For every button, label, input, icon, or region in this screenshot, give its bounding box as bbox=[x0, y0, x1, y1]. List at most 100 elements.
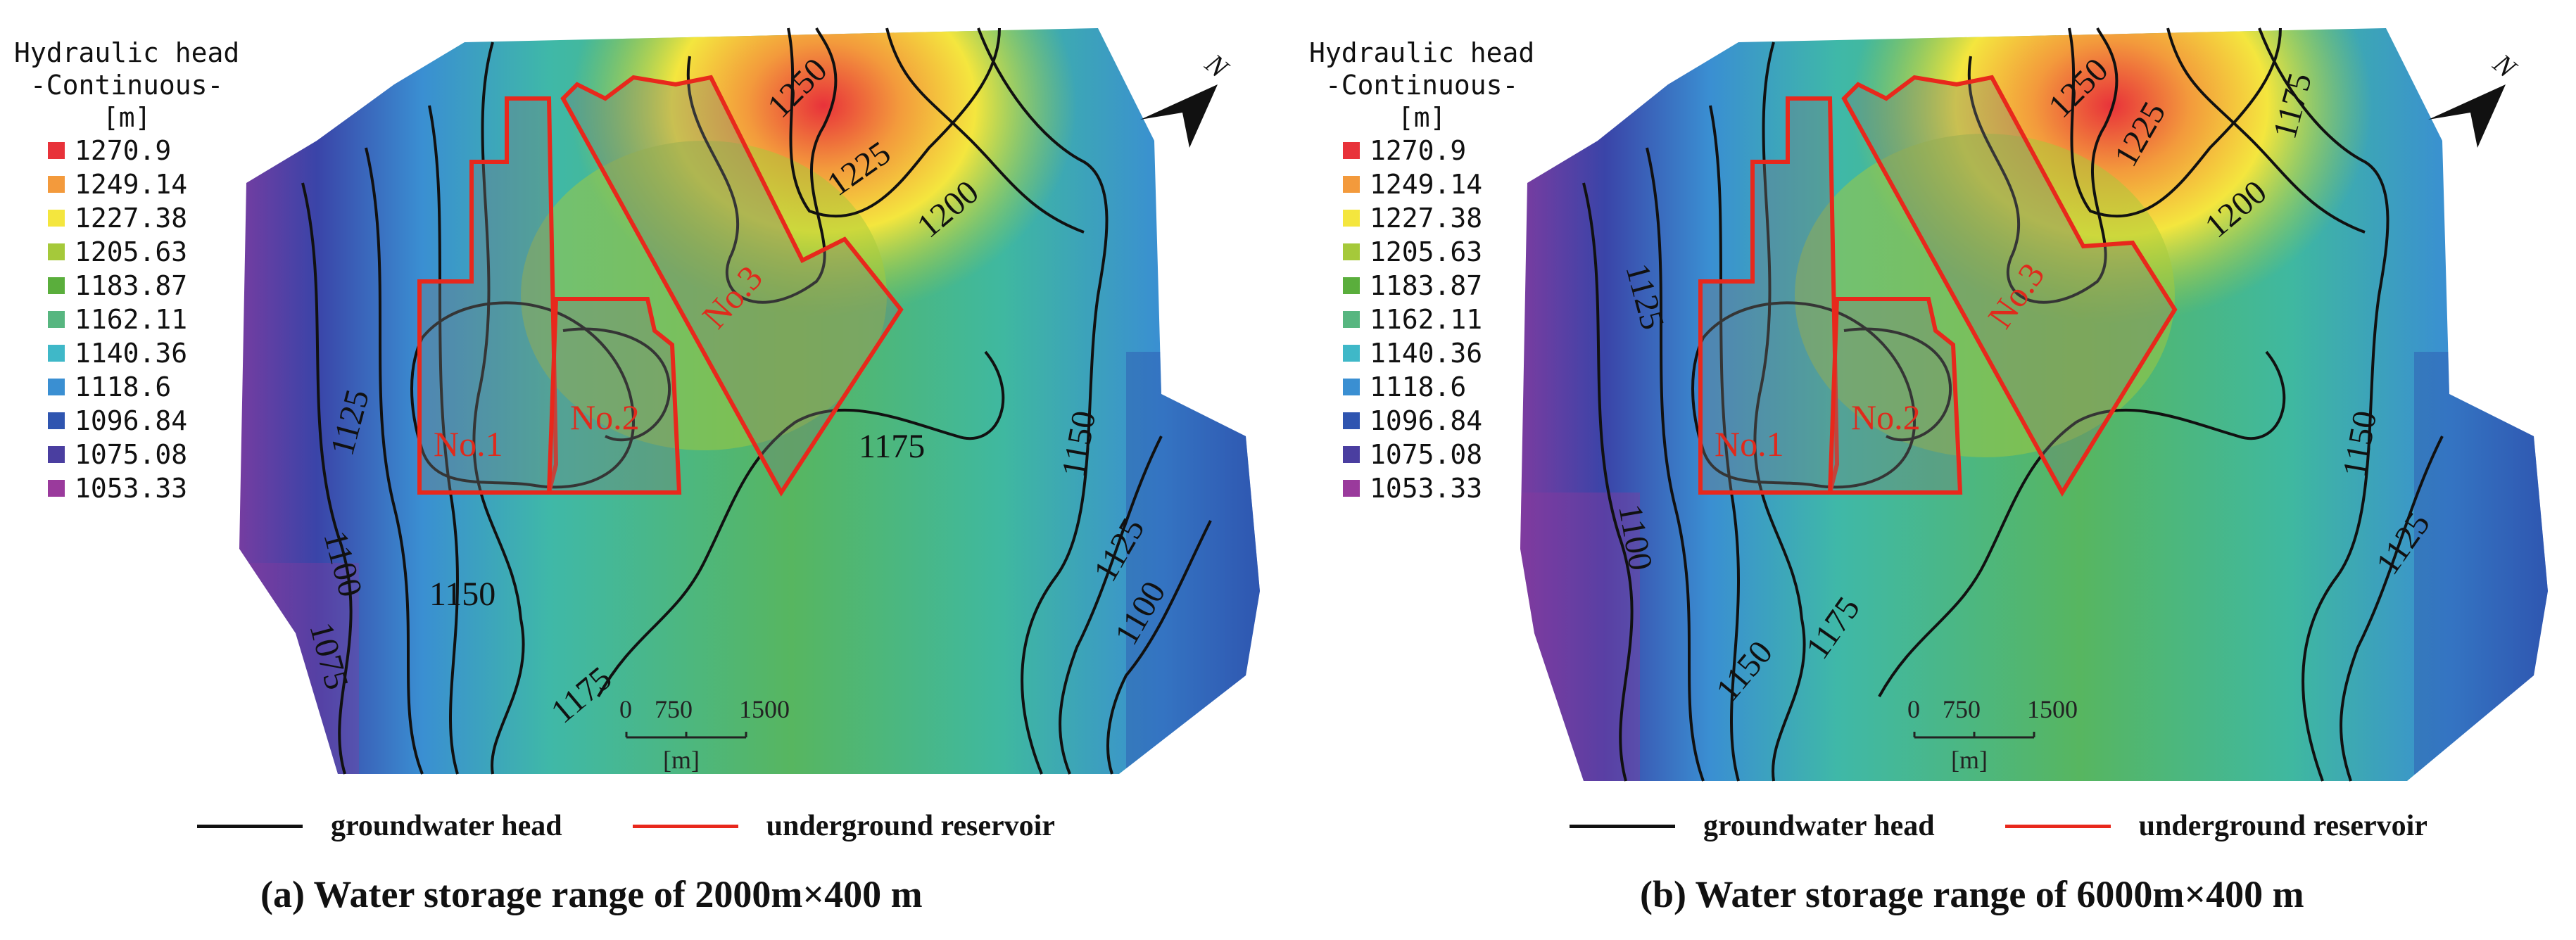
scale-unit: [m] bbox=[663, 746, 700, 774]
panel-a: No.1 No.2 No.3 1250 1225 1200 1175 1150 … bbox=[14, 27, 1260, 915]
legend-swatch bbox=[1343, 446, 1360, 463]
legend-item-label: 1270.9 bbox=[1370, 135, 1467, 166]
panel-b: No.1 No.2 No.3 1250 1225 1175 1200 1125 … bbox=[1288, 0, 2576, 940]
head-legend-label: groundwater head bbox=[331, 810, 562, 842]
legend-item: 1162.11 bbox=[1343, 303, 1534, 336]
legend-item-label: 1118.6 bbox=[75, 371, 172, 402]
legend-item-label: 1075.08 bbox=[75, 439, 188, 470]
north-label: N bbox=[2487, 47, 2523, 85]
legend-swatch bbox=[1343, 210, 1360, 227]
caption-a: (a) Water storage range of 2000m×400 m bbox=[260, 873, 923, 915]
reservoir-label-no1: No.1 bbox=[1715, 424, 1784, 464]
legend-item: 1075.08 bbox=[1343, 438, 1534, 471]
scale-tick-1500: 1500 bbox=[739, 695, 790, 723]
legend: Hydraulic head -Continuous- [m] 1270.9 12… bbox=[14, 37, 239, 505]
legend-item: 1140.36 bbox=[48, 336, 239, 370]
north-label: N bbox=[1199, 47, 1235, 85]
legend-item: 1270.9 bbox=[48, 134, 239, 167]
scale-bar: 0 750 1500 [m] bbox=[619, 695, 790, 774]
north-arrow-icon: N bbox=[2428, 47, 2523, 148]
legend-item: 1249.14 bbox=[48, 167, 239, 201]
legend-swatch bbox=[1343, 243, 1360, 260]
legend-swatch bbox=[48, 480, 65, 497]
legend-item-label: 1140.36 bbox=[1370, 338, 1483, 369]
legend-item-label: 1162.11 bbox=[75, 304, 188, 335]
reservoir-legend-label: underground reservoir bbox=[766, 810, 1055, 842]
legend-item: 1053.33 bbox=[1343, 471, 1534, 505]
legend-item: 1249.14 bbox=[1343, 167, 1534, 201]
legend-item: 1227.38 bbox=[1343, 201, 1534, 235]
legend-swatch bbox=[1343, 480, 1360, 497]
legend-item-label: 1075.08 bbox=[1370, 439, 1483, 470]
legend-swatch bbox=[48, 446, 65, 463]
legend-item-label: 1270.9 bbox=[75, 135, 172, 166]
legend-item: 1162.11 bbox=[48, 303, 239, 336]
legend-item: 1053.33 bbox=[48, 471, 239, 505]
legend-item: 1118.6 bbox=[48, 370, 239, 404]
legend-item-label: 1249.14 bbox=[1370, 169, 1483, 200]
legend-item-label: 1227.38 bbox=[75, 203, 188, 234]
legend-item-label: 1053.33 bbox=[75, 473, 188, 504]
north-arrow-icon: N bbox=[1140, 47, 1235, 148]
legend-item-label: 1249.14 bbox=[75, 169, 188, 200]
legend-swatch bbox=[48, 379, 65, 395]
legend-item-label: 1162.11 bbox=[1370, 304, 1483, 335]
map-panel-b: No.1 No.2 No.3 1250 1225 1175 1200 1125 … bbox=[1520, 27, 2548, 782]
bottom-legend: groundwater head underground reservoir bbox=[1570, 809, 2427, 843]
legend-item-label: 1205.63 bbox=[75, 236, 188, 267]
legend-swatch bbox=[1343, 176, 1360, 193]
legend-swatch bbox=[48, 277, 65, 294]
legend-item-label: 1140.36 bbox=[75, 338, 188, 369]
legend-unit: [m] bbox=[102, 102, 151, 133]
legend-items: 1270.9 1249.14 1227.38 1205.63 1183.87 1162.1… bbox=[14, 134, 239, 505]
legend-swatch bbox=[48, 311, 65, 328]
head-legend-label: groundwater head bbox=[1703, 810, 1935, 842]
legend-swatch bbox=[48, 345, 65, 362]
reservoir-label-no1: No.1 bbox=[434, 424, 503, 464]
map-panel-a: No.1 No.2 No.3 1250 1225 1200 1175 1150 … bbox=[239, 27, 1260, 775]
legend-swatch bbox=[1343, 412, 1360, 429]
bottom-legend: groundwater head underground reservoir bbox=[197, 809, 1055, 843]
legend-swatch bbox=[1343, 379, 1360, 395]
legend-item-label: 1183.87 bbox=[75, 270, 188, 301]
scale-unit: [m] bbox=[1951, 746, 1988, 774]
head-line-sample bbox=[197, 824, 303, 828]
legend-item-label: 1096.84 bbox=[75, 405, 188, 436]
scale-tick-0: 0 bbox=[1907, 695, 1920, 723]
legend-swatch bbox=[48, 176, 65, 193]
legend-swatch bbox=[1343, 311, 1360, 328]
legend-item: 1205.63 bbox=[48, 235, 239, 269]
reservoir-label-no2: No.2 bbox=[1851, 398, 1921, 437]
scale-tick-750: 750 bbox=[1943, 695, 1981, 723]
legend-item: 1270.9 bbox=[1343, 134, 1534, 167]
legend-title: Hydraulic head bbox=[14, 37, 240, 68]
legend-subtitle: -Continuous- bbox=[30, 70, 224, 101]
legend-swatch bbox=[48, 412, 65, 429]
legend-item-label: 1053.33 bbox=[1370, 473, 1483, 504]
scale-tick-0: 0 bbox=[619, 695, 632, 723]
legend-item: 1183.87 bbox=[1343, 269, 1534, 303]
legend-subtitle: -Continuous- bbox=[1325, 70, 1519, 101]
legend-item: 1183.87 bbox=[48, 269, 239, 303]
legend-item-label: 1096.84 bbox=[1370, 405, 1483, 436]
reservoir-legend-label: underground reservoir bbox=[2138, 810, 2427, 842]
legend-item: 1096.84 bbox=[48, 404, 239, 438]
legend-item: 1140.36 bbox=[1343, 336, 1534, 370]
contour-label: 1150 bbox=[429, 576, 495, 613]
legend-swatch bbox=[1343, 142, 1360, 159]
legend-unit: [m] bbox=[1397, 102, 1446, 133]
legend-swatch bbox=[1343, 277, 1360, 294]
head-line-sample bbox=[1570, 824, 1675, 828]
scale-bar: 0 750 1500 [m] bbox=[1907, 695, 2078, 774]
reservoir-line-sample bbox=[632, 824, 738, 828]
legend-item: 1227.38 bbox=[48, 201, 239, 235]
legend-item-label: 1183.87 bbox=[1370, 270, 1483, 301]
legend-item: 1075.08 bbox=[48, 438, 239, 471]
contour-label: 1175 bbox=[859, 428, 925, 465]
legend-swatch bbox=[1343, 345, 1360, 362]
legend-item: 1096.84 bbox=[1343, 404, 1534, 438]
caption-b: (b) Water storage range of 6000m×400 m bbox=[1640, 873, 2304, 915]
legend-item-label: 1205.63 bbox=[1370, 236, 1483, 267]
legend-item-label: 1118.6 bbox=[1370, 371, 1467, 402]
legend-swatch bbox=[48, 210, 65, 227]
